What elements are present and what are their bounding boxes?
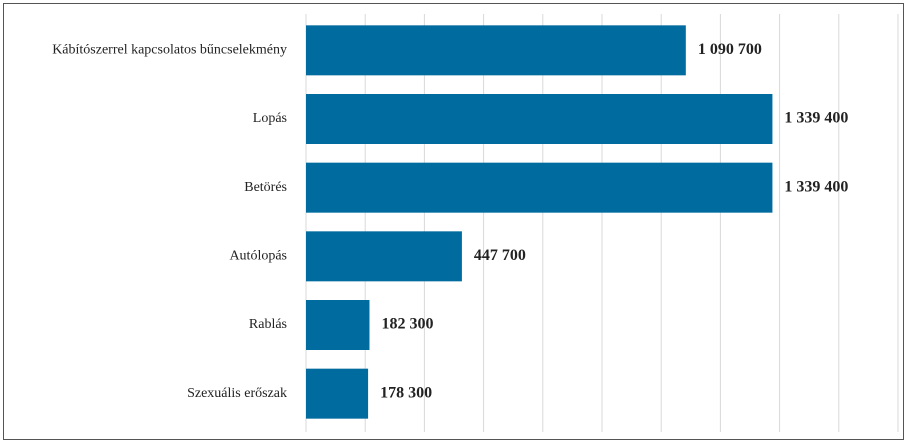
y-tick-label: Lopás	[253, 111, 287, 126]
data-label: 1 339 400	[784, 178, 848, 195]
bar	[306, 25, 686, 76]
bar	[306, 162, 773, 213]
y-tick-label: Autólopás	[229, 249, 287, 264]
bar	[306, 94, 773, 144]
y-tick-label: Rablás	[249, 317, 287, 332]
y-tick-label: Szexuális erőszak	[187, 386, 287, 401]
bar	[306, 231, 462, 282]
y-tick-label: Kábítószerrel kapcsolatos bűncselekmény	[52, 43, 287, 58]
data-label: 1 339 400	[784, 110, 848, 127]
bar	[306, 300, 370, 350]
bar	[306, 368, 369, 419]
data-label: 182 300	[381, 316, 433, 333]
data-label: 1 090 700	[698, 41, 762, 58]
data-label: 447 700	[474, 247, 526, 264]
data-label: 178 300	[380, 384, 432, 401]
y-tick-label: Betörés	[244, 180, 287, 195]
chart-frame	[3, 3, 904, 440]
